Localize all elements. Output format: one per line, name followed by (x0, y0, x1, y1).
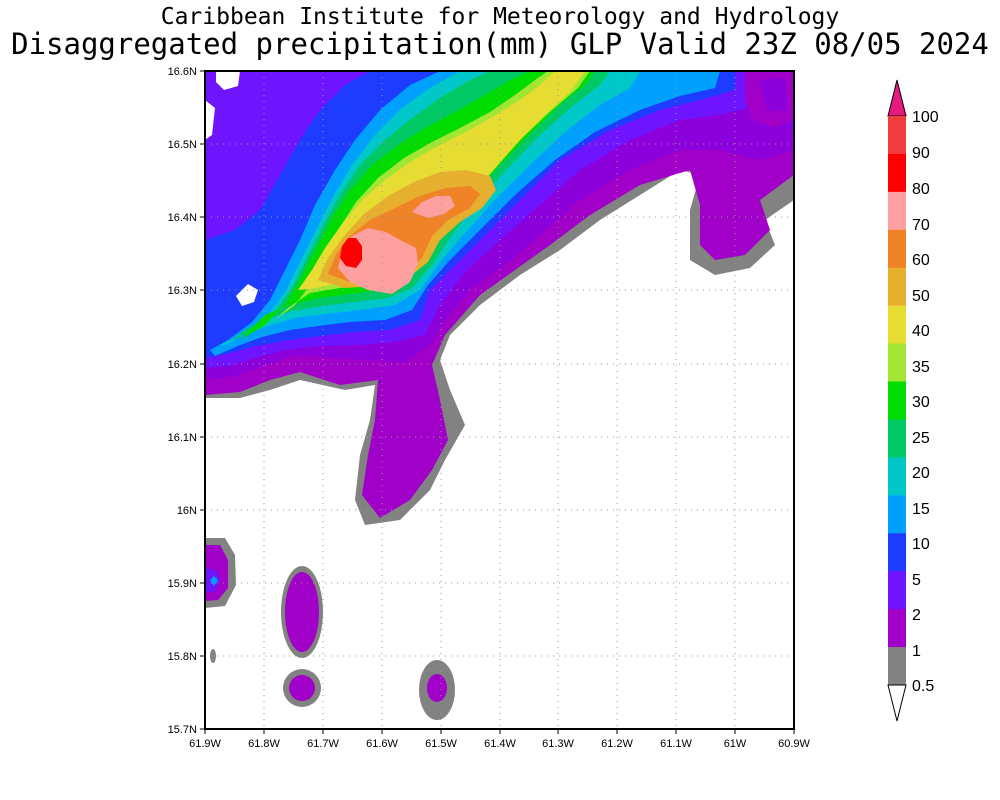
title-line-2: Disaggregated precipitation(mm) GLP Vali… (11, 27, 989, 61)
colorbar-block (888, 229, 906, 269)
colorbar-block (888, 153, 906, 193)
title-line-1: Caribbean Institute for Meteorology and … (160, 4, 840, 30)
colorbar-block (888, 305, 906, 345)
dry-pocket-2 (205, 100, 215, 140)
lat-label: 16.6N (168, 66, 197, 78)
colorbar-label: 70 (912, 217, 930, 234)
colorbar-block (888, 381, 906, 420)
contour-s3-1mm (427, 674, 447, 702)
colorbar-label: 40 (912, 323, 930, 340)
contour-s4-0-5mm (210, 649, 216, 663)
colorbar-block (888, 267, 906, 307)
contour-s1-1mm (285, 572, 319, 652)
map-grid (205, 71, 794, 729)
dry-pocket-1 (216, 71, 240, 90)
tick-marks (200, 70, 795, 734)
colorbar-label: 1 (912, 643, 921, 660)
lon-label: 61.6W (366, 738, 398, 750)
colorbar-block (888, 609, 906, 648)
colorbar-blocks (888, 116, 906, 686)
contour-70mm-b (412, 196, 455, 218)
colorbar-label: 30 (912, 394, 930, 411)
colorbar: 100 90 80 70 60 50 40 35 30 25 20 15 10 … (887, 79, 939, 722)
colorbar-label: 15 (912, 501, 930, 518)
lon-label: 61.1W (660, 738, 692, 750)
lon-label: 61.8W (248, 738, 280, 750)
colorbar-label: 60 (912, 252, 930, 269)
colorbar-block (888, 116, 906, 155)
lon-label: 61.2W (601, 738, 633, 750)
contour-80mm (340, 238, 362, 268)
contour-s2-1mm (289, 675, 315, 701)
colorbar-label: 2 (912, 607, 921, 624)
colorbar-label: 100 (912, 109, 939, 126)
colorbar-block (888, 647, 906, 686)
colorbar-label: 90 (912, 145, 930, 162)
lat-label: 16.3N (168, 285, 197, 297)
colorbar-block (888, 533, 906, 572)
colorbar-block (888, 191, 906, 231)
lat-label: 16N (177, 505, 197, 517)
colorbar-block (888, 571, 906, 610)
colorbar-block (888, 419, 906, 458)
lon-label: 61.5W (425, 738, 457, 750)
colorbar-bottom-arrow (887, 684, 907, 722)
colorbar-label: 5 (912, 572, 921, 589)
lon-label: 61.7W (307, 738, 339, 750)
lat-label: 16.1N (168, 432, 197, 444)
lat-label: 15.9N (168, 578, 197, 590)
dry-pocket-3 (236, 284, 258, 306)
colorbar-label: 20 (912, 465, 930, 482)
latitude-labels: 16.6N 16.5N 16.4N 16.3N 16.2N 16.1N 16N … (168, 66, 197, 736)
colorbar-block (888, 457, 906, 496)
colorbar-label: 0.5 (912, 678, 934, 695)
lat-label: 16.2N (168, 359, 197, 371)
lat-label: 15.7N (168, 724, 197, 736)
lon-label: 61.9W (189, 738, 221, 750)
colorbar-label: 50 (912, 288, 930, 305)
colorbar-block (888, 495, 906, 534)
contour-sw-15mm (210, 576, 218, 586)
colorbar-label: 10 (912, 536, 930, 553)
colorbar-label: 80 (912, 181, 930, 198)
precipitation-field (205, 71, 794, 729)
lon-label: 61.3W (542, 738, 574, 750)
colorbar-top-arrow (887, 79, 907, 117)
longitude-labels: 61.9W 61.8W 61.7W 61.6W 61.5W 61.4W 61.3… (189, 738, 810, 750)
lat-label: 16.5N (168, 139, 197, 151)
lon-label: 61W (724, 738, 747, 750)
contour-ne-2mm (758, 78, 788, 112)
lon-label: 60.9W (778, 738, 810, 750)
lon-label: 61.4W (484, 738, 516, 750)
lat-label: 16.4N (168, 212, 197, 224)
colorbar-label: 25 (912, 430, 930, 447)
colorbar-block (888, 343, 906, 383)
lat-label: 15.8N (168, 651, 197, 663)
colorbar-label: 35 (912, 359, 930, 376)
